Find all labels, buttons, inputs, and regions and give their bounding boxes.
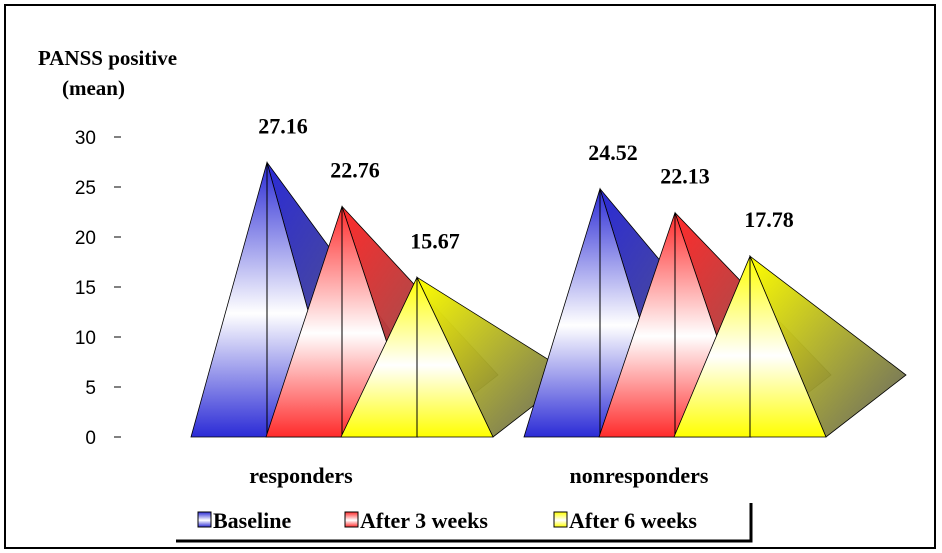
legend-box bbox=[176, 502, 751, 540]
data-label: 24.52 bbox=[588, 140, 638, 165]
y-tick-label: 25 bbox=[75, 178, 96, 199]
y-tick-label: 15 bbox=[75, 278, 96, 299]
legend-shadow bbox=[176, 503, 753, 543]
y-tick-label: 0 bbox=[85, 428, 96, 449]
legend-swatch bbox=[553, 511, 568, 528]
legend-label: Baseline bbox=[213, 508, 291, 533]
legend-label: After 3 weeks bbox=[360, 508, 488, 533]
pyramid-after-6-weeks-responders bbox=[340, 276, 574, 438]
y-axis-label-line1: PANSS positive bbox=[38, 46, 177, 70]
legend-swatch bbox=[197, 511, 212, 528]
legend: Baseline After 3 weeks After 6 weeks bbox=[176, 502, 753, 543]
y-axis: 0 5 10 15 20 25 30 bbox=[75, 128, 121, 449]
chart-frame bbox=[4, 4, 936, 549]
y-tick-label: 30 bbox=[75, 128, 96, 149]
data-label: 15.67 bbox=[410, 228, 460, 253]
plot-area bbox=[190, 160, 907, 438]
y-tick-label: 10 bbox=[75, 328, 96, 349]
pyramid-after-6-weeks-nonresponders bbox=[673, 254, 907, 438]
data-label: 27.16 bbox=[258, 113, 308, 138]
y-tick-label: 20 bbox=[75, 228, 96, 249]
y-axis-label-line2: (mean) bbox=[62, 76, 125, 100]
legend-label: After 6 weeks bbox=[569, 508, 697, 533]
category-labels: responders nonresponders bbox=[249, 463, 709, 488]
y-tick-label: 5 bbox=[85, 378, 96, 399]
data-label: 22.76 bbox=[330, 157, 380, 182]
data-labels: 27.16 22.76 15.67 24.52 22.13 17.78 bbox=[258, 113, 794, 253]
data-label: 22.13 bbox=[660, 164, 710, 189]
data-label: 17.78 bbox=[744, 207, 794, 232]
category-label: responders bbox=[249, 463, 353, 488]
category-label: nonresponders bbox=[570, 463, 709, 488]
legend-swatch bbox=[344, 511, 359, 528]
